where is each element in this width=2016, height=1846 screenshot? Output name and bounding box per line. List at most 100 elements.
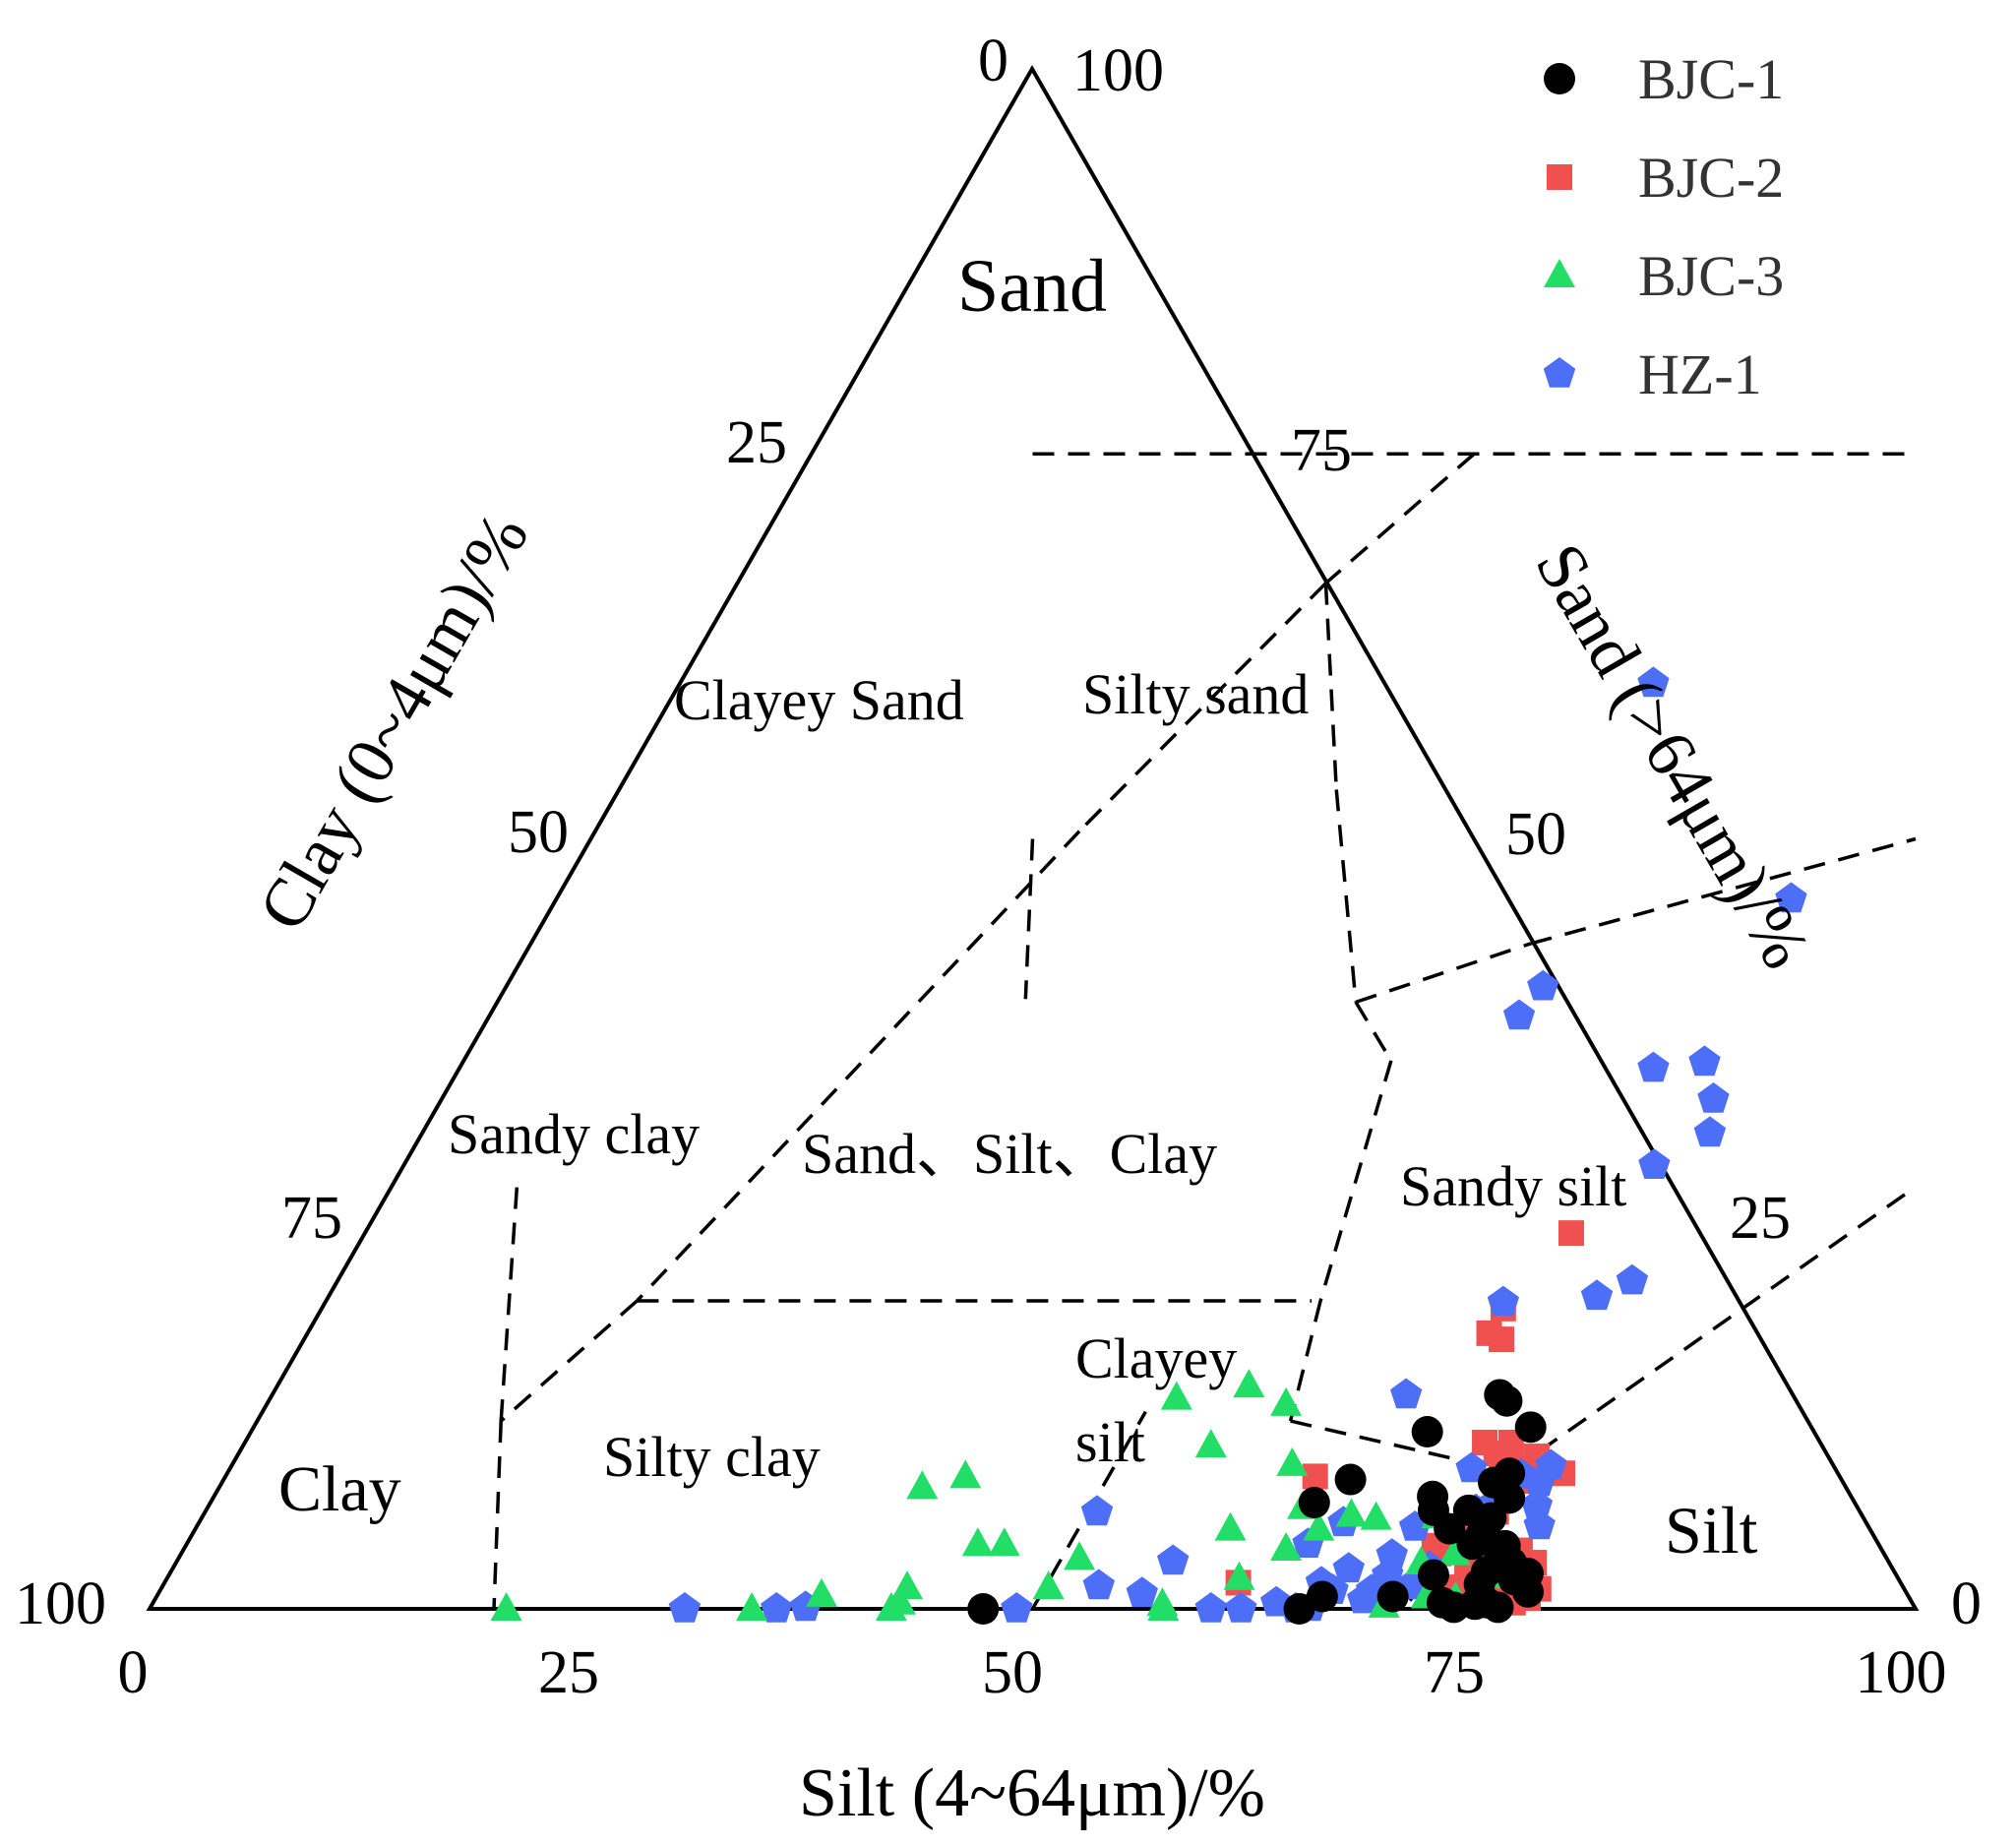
boundary-line bbox=[636, 830, 1081, 1303]
clay-tick-label: 50 bbox=[508, 799, 569, 866]
data-point bbox=[1489, 1529, 1521, 1562]
data-point bbox=[1456, 1528, 1489, 1561]
data-point bbox=[1283, 1593, 1315, 1625]
silt-tick-label: 75 bbox=[1424, 1639, 1485, 1706]
boundary-line bbox=[1530, 836, 1917, 946]
clay-axis-title: Clay (0~4μm)/% bbox=[245, 501, 544, 943]
legend-marker bbox=[1543, 357, 1576, 388]
silt-tick-label: 0 bbox=[118, 1639, 149, 1706]
silt-tick-label: 50 bbox=[982, 1639, 1043, 1706]
data-point bbox=[1080, 1495, 1114, 1526]
data-point bbox=[1147, 1592, 1180, 1621]
boundary-line bbox=[492, 1421, 503, 1610]
data-point bbox=[1064, 1541, 1096, 1570]
data-point bbox=[1157, 1544, 1190, 1575]
data-point bbox=[1494, 1482, 1526, 1514]
sand-tick-label: 50 bbox=[1505, 801, 1566, 868]
data-point bbox=[1558, 1220, 1584, 1247]
boundary-line bbox=[1288, 1300, 1322, 1422]
data-point bbox=[1437, 1591, 1470, 1624]
data-point bbox=[1032, 1570, 1065, 1600]
sand-axis-title: Sand (>64μm)/% bbox=[1520, 531, 1823, 981]
boundary-line bbox=[1023, 838, 1035, 1000]
silt-tick-label: 100 bbox=[1856, 1639, 1947, 1706]
data-point bbox=[1514, 1411, 1547, 1444]
data-point bbox=[1527, 969, 1559, 1001]
tick-labels: 0 25 50 75 100 100 75 50 25 0 0 25 50 75 100 bbox=[15, 28, 1982, 1706]
silt-tick-label: 25 bbox=[538, 1639, 599, 1706]
region-label-clayey-silt: Clayey bbox=[1075, 1326, 1237, 1390]
region-label: Silty sand bbox=[1082, 662, 1309, 726]
boundary-line bbox=[1509, 1185, 1918, 1474]
data-point bbox=[1001, 1592, 1033, 1623]
boundary-line bbox=[1077, 582, 1327, 832]
data-point bbox=[1693, 1116, 1727, 1147]
data-point bbox=[1520, 1489, 1554, 1519]
sand-tick-label: 0 bbox=[1951, 1570, 1982, 1637]
data-point bbox=[1335, 1498, 1368, 1527]
data-point bbox=[1487, 1285, 1519, 1317]
boundary-line bbox=[499, 1187, 519, 1422]
data-point bbox=[490, 1592, 522, 1621]
data-point bbox=[1332, 1552, 1365, 1583]
region-label-clayey-silt: silt bbox=[1075, 1410, 1145, 1474]
data-point bbox=[967, 1593, 1000, 1625]
legend-label: BJC-2 bbox=[1638, 146, 1784, 210]
data-point bbox=[1637, 1051, 1670, 1082]
boundary-line bbox=[1354, 1001, 1393, 1062]
region-label: Sand、Silt、Clay bbox=[802, 1122, 1217, 1186]
data-point bbox=[1214, 1511, 1247, 1541]
region-label: Sandy silt bbox=[1400, 1154, 1626, 1218]
clay-tick-label: 75 bbox=[281, 1185, 342, 1252]
legend-marker bbox=[1547, 164, 1572, 190]
data-point bbox=[1411, 1416, 1443, 1448]
data-point bbox=[1535, 1448, 1567, 1480]
silt-axis-title: Silt (4~64μm)/% bbox=[799, 1755, 1265, 1831]
data-point bbox=[1194, 1429, 1227, 1458]
region-label: Silty clay bbox=[603, 1425, 821, 1489]
data-point bbox=[1489, 1326, 1515, 1353]
data-point bbox=[1463, 1568, 1496, 1600]
data-point bbox=[1475, 1502, 1507, 1534]
region-labels: Sand Clayey Sand Silty sand Sandy clay Sand、… bbox=[278, 245, 1758, 1568]
boundary-line bbox=[1355, 942, 1532, 1005]
data-point bbox=[1438, 1536, 1471, 1566]
data-point bbox=[1223, 1561, 1255, 1590]
data-point bbox=[1334, 1463, 1367, 1496]
clay-tick-label: 25 bbox=[726, 409, 787, 476]
data-point bbox=[1491, 1384, 1523, 1417]
sand-tick-label: 25 bbox=[1730, 1185, 1791, 1252]
data-point bbox=[1523, 1508, 1556, 1540]
data-point bbox=[1376, 1580, 1409, 1613]
boundary-line bbox=[1318, 1060, 1393, 1302]
data-point bbox=[1775, 882, 1807, 913]
data-point bbox=[1688, 1045, 1721, 1077]
data-point bbox=[1417, 1559, 1449, 1591]
region-label: Sand bbox=[957, 245, 1107, 328]
data-point bbox=[961, 1527, 994, 1557]
data-point bbox=[668, 1592, 702, 1623]
data-point bbox=[761, 1592, 793, 1623]
legend-label: BJC-1 bbox=[1638, 47, 1784, 111]
data-point bbox=[1390, 1378, 1423, 1409]
data-point bbox=[1270, 1386, 1303, 1416]
data-point bbox=[1455, 1451, 1488, 1483]
region-label: Clay bbox=[278, 1453, 401, 1525]
data-point bbox=[1194, 1592, 1227, 1623]
data-point bbox=[1302, 1463, 1328, 1490]
data-point bbox=[1482, 1591, 1514, 1624]
sand-tick-label: 100 bbox=[1072, 37, 1164, 104]
data-point bbox=[1225, 1592, 1257, 1623]
data-point bbox=[988, 1527, 1020, 1557]
series-bjc-1 bbox=[967, 1379, 1547, 1625]
data-point bbox=[1233, 1369, 1265, 1398]
data-point bbox=[1637, 666, 1670, 698]
data-point bbox=[736, 1592, 768, 1621]
data-point bbox=[1502, 999, 1536, 1030]
boundary-line bbox=[500, 1299, 639, 1423]
legend-label: HZ-1 bbox=[1638, 342, 1762, 406]
data-point bbox=[1270, 1531, 1303, 1561]
legend-marker bbox=[1544, 259, 1575, 287]
data-point bbox=[1697, 1082, 1730, 1113]
